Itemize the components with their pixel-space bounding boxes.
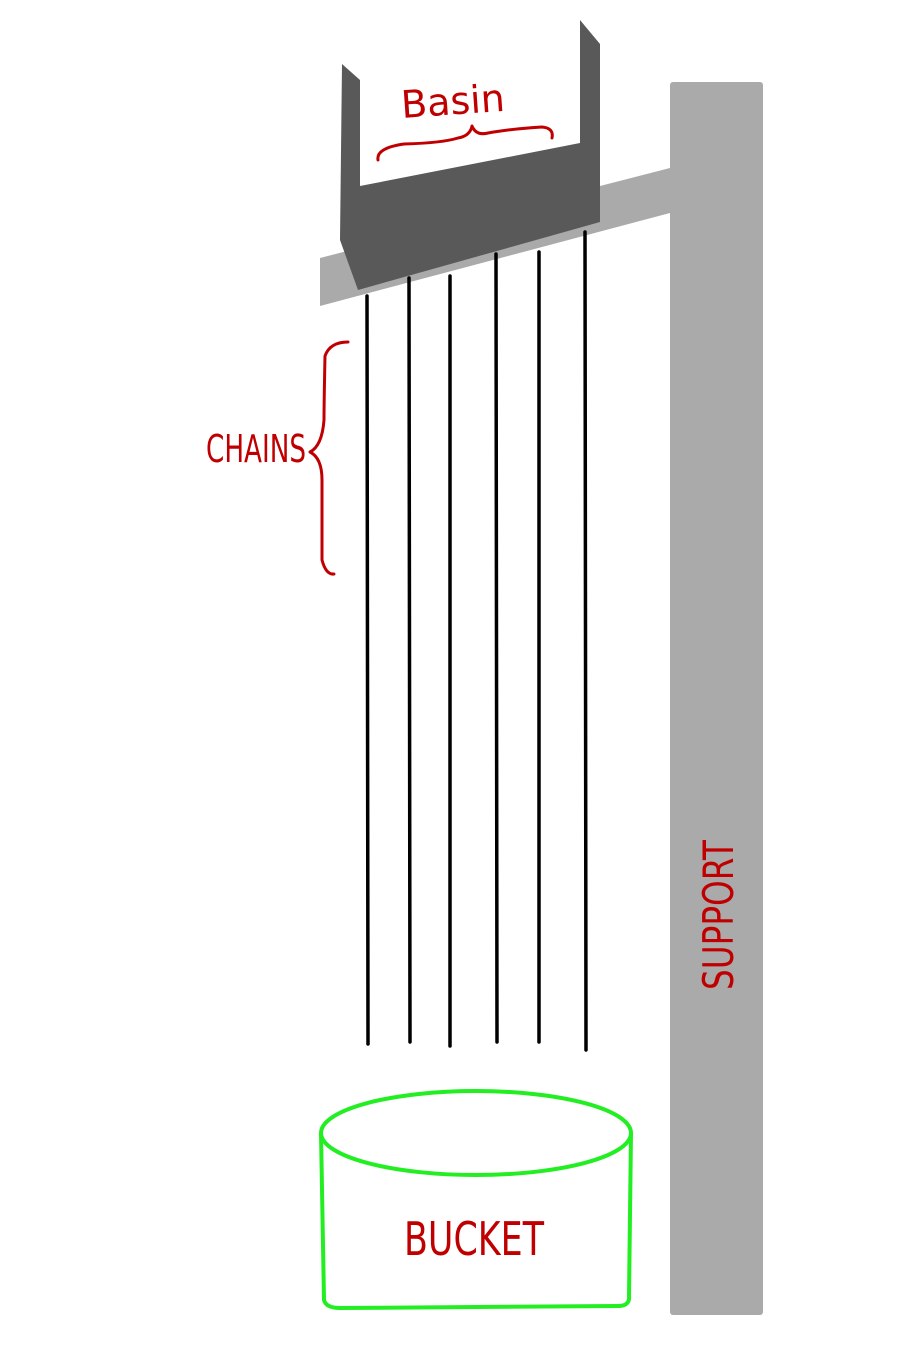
chain <box>494 252 499 1044</box>
bucket <box>319 1089 633 1310</box>
support-post <box>670 82 763 1315</box>
chains-brace <box>308 340 350 576</box>
basin-label: Basin <box>400 76 507 127</box>
chains-label: CHAINS <box>206 427 306 471</box>
basin-body <box>340 20 600 290</box>
chain <box>365 294 370 1046</box>
chains <box>365 230 588 1052</box>
support-label: SUPPORT <box>694 840 743 990</box>
bucket-rim <box>319 1089 633 1177</box>
basin-brace <box>376 124 554 162</box>
bucket-label: BUCKET <box>404 1212 545 1266</box>
chain <box>407 276 412 1044</box>
bucket-body <box>319 1132 633 1310</box>
basin <box>340 20 600 290</box>
chain <box>583 230 588 1052</box>
